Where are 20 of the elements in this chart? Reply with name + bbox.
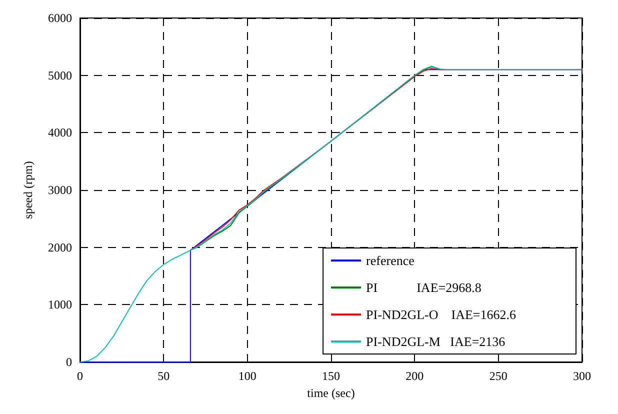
y-tick-label: 6000: [48, 11, 72, 25]
x-axis-title: time (sec): [307, 386, 355, 400]
x-tick-label: 0: [77, 369, 83, 383]
y-tick-label: 4000: [48, 126, 72, 140]
y-tick-label: 3000: [48, 183, 72, 197]
y-axis-title: speed (rpm): [21, 161, 35, 219]
legend-label: PI IAE=2968.8: [366, 280, 482, 295]
y-tick-label: 0: [66, 355, 72, 369]
x-tick-label: 200: [406, 369, 424, 383]
y-tick-label: 5000: [48, 68, 72, 82]
legend-label: reference: [366, 253, 415, 268]
legend-label: PI-ND2GL-M IAE=2136: [366, 334, 506, 349]
x-tick-label: 250: [489, 369, 508, 383]
x-tick-label: 300: [573, 369, 591, 383]
y-tick-label: 2000: [48, 240, 72, 254]
x-tick-label: 100: [238, 369, 256, 383]
legend-label: PI-ND2GL-O IAE=1662.6: [366, 307, 516, 322]
x-tick-label: 50: [158, 369, 170, 383]
x-tick-label: 150: [322, 369, 340, 383]
y-tick-label: 1000: [48, 298, 72, 312]
